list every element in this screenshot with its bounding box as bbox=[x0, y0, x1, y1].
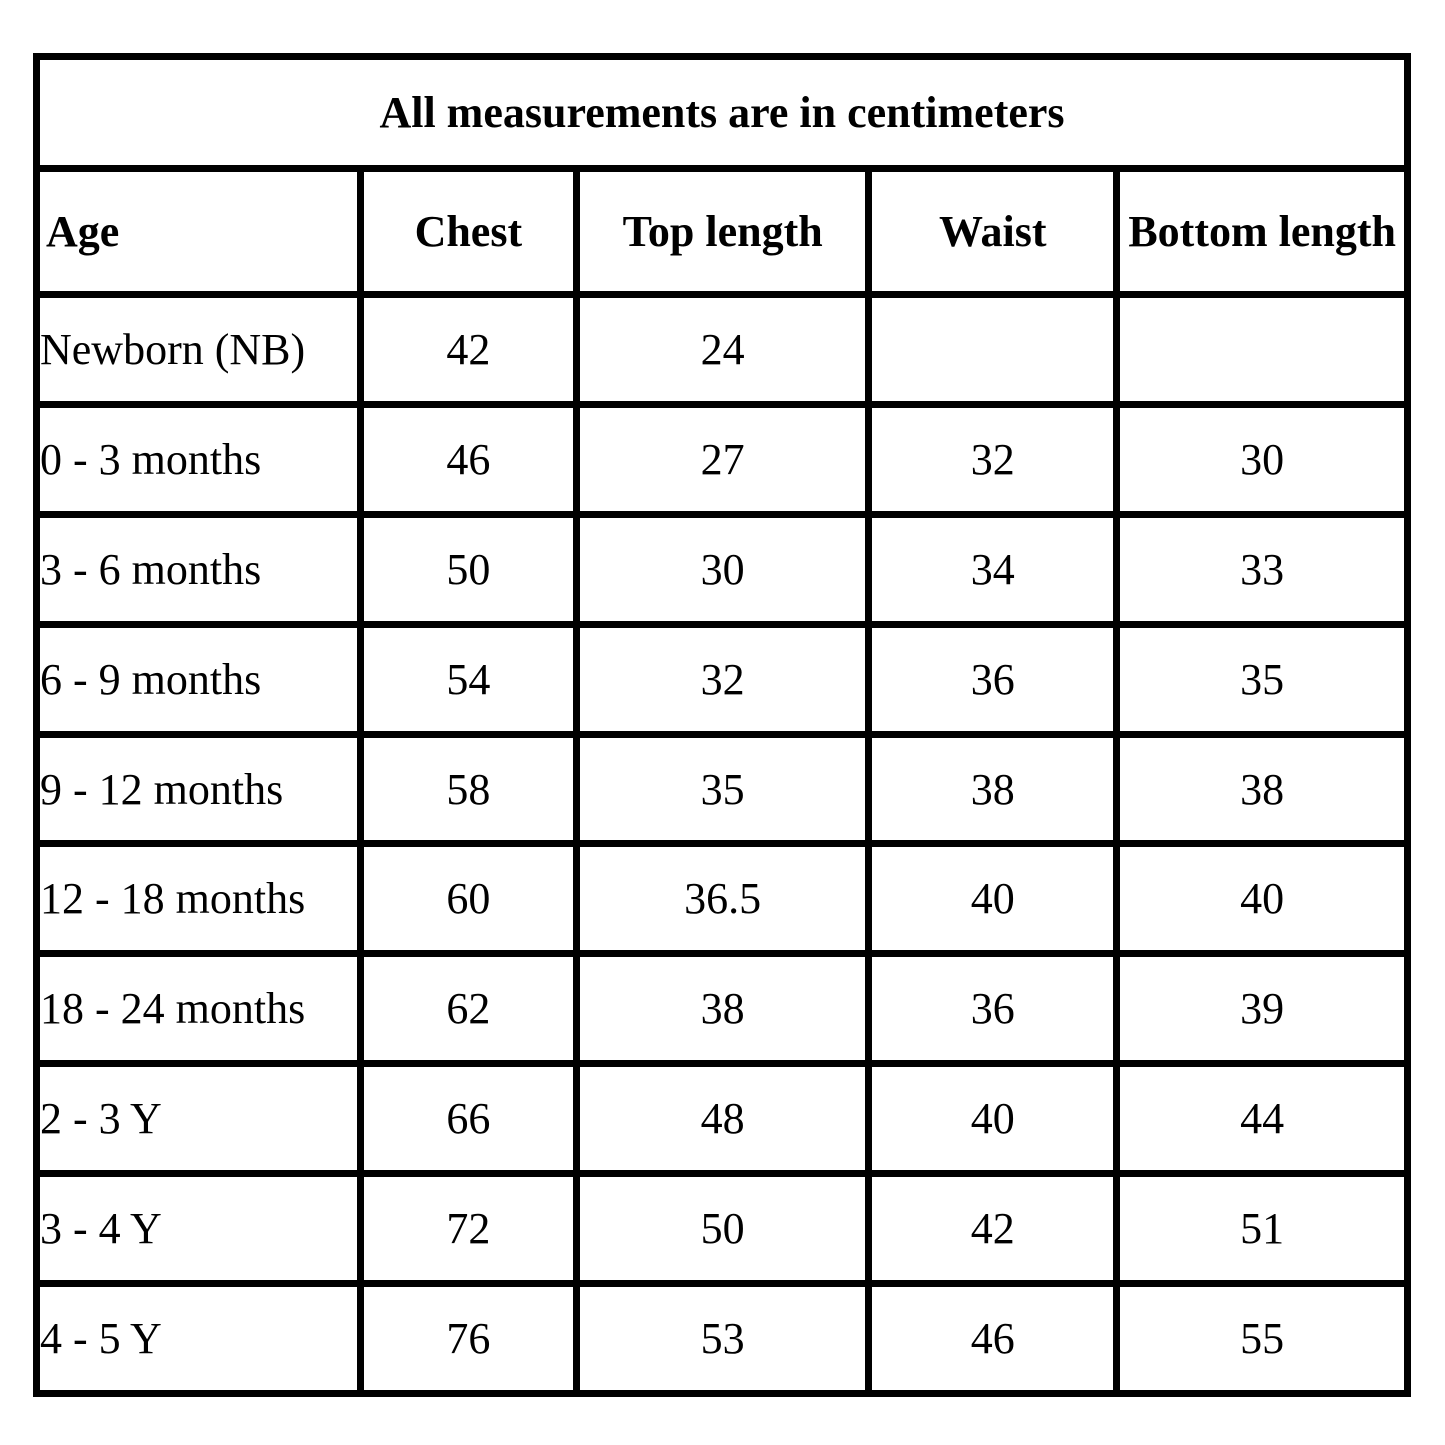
cell-top-length: 35 bbox=[573, 730, 873, 848]
cell-age: 3 - 4 Y bbox=[33, 1170, 364, 1288]
cell-top-length: 32 bbox=[573, 620, 873, 738]
cell-bottom-length: 30 bbox=[1113, 400, 1411, 518]
column-header-bottom-length: Bottom length bbox=[1113, 165, 1411, 298]
cell-waist: 38 bbox=[865, 730, 1121, 848]
table-row: 3 - 4 Y 72 50 42 51 bbox=[33, 1170, 1411, 1288]
cell-chest: 58 bbox=[356, 730, 581, 848]
table-title: All measurements are in centimeters bbox=[33, 53, 1411, 172]
cell-chest: 54 bbox=[356, 620, 581, 738]
cell-age: 2 - 3 Y bbox=[33, 1060, 364, 1178]
cell-top-length: 38 bbox=[573, 950, 873, 1068]
cell-age: 9 - 12 months bbox=[33, 730, 364, 848]
cell-bottom-length: 40 bbox=[1113, 840, 1411, 958]
column-header-age: Age bbox=[33, 165, 364, 298]
cell-age: 3 - 6 months bbox=[33, 510, 364, 628]
cell-chest: 42 bbox=[356, 291, 581, 408]
cell-top-length: 27 bbox=[573, 400, 873, 518]
cell-waist: 40 bbox=[865, 840, 1121, 958]
cell-chest: 62 bbox=[356, 950, 581, 1068]
cell-age: 6 - 9 months bbox=[33, 620, 364, 738]
cell-waist: 40 bbox=[865, 1060, 1121, 1178]
cell-age: Newborn (NB) bbox=[33, 291, 364, 408]
cell-top-length: 24 bbox=[573, 291, 873, 408]
table-row: Newborn (NB) 42 24 bbox=[33, 291, 1411, 408]
cell-top-length: 53 bbox=[573, 1280, 873, 1397]
cell-chest: 66 bbox=[356, 1060, 581, 1178]
cell-age: 18 - 24 months bbox=[33, 950, 364, 1068]
cell-top-length: 48 bbox=[573, 1060, 873, 1178]
cell-waist: 46 bbox=[865, 1280, 1121, 1397]
size-chart: All measurements are in centimeters Age … bbox=[33, 53, 1411, 1397]
cell-waist: 32 bbox=[865, 400, 1121, 518]
cell-bottom-length: 38 bbox=[1113, 730, 1411, 848]
cell-chest: 50 bbox=[356, 510, 581, 628]
cell-top-length: 30 bbox=[573, 510, 873, 628]
table-row: 9 - 12 months 58 35 38 38 bbox=[33, 730, 1411, 848]
cell-waist: 34 bbox=[865, 510, 1121, 628]
cell-bottom-length: 55 bbox=[1113, 1280, 1411, 1397]
table-row: 12 - 18 months 60 36.5 40 40 bbox=[33, 840, 1411, 958]
cell-chest: 72 bbox=[356, 1170, 581, 1288]
cell-waist: 36 bbox=[865, 950, 1121, 1068]
table-title-row: All measurements are in centimeters bbox=[33, 53, 1411, 172]
cell-waist: 36 bbox=[865, 620, 1121, 738]
cell-age: 4 - 5 Y bbox=[33, 1280, 364, 1397]
column-header-top-length: Top length bbox=[573, 165, 873, 298]
table-row: 3 - 6 months 50 30 34 33 bbox=[33, 510, 1411, 628]
cell-chest: 46 bbox=[356, 400, 581, 518]
cell-bottom-length: 39 bbox=[1113, 950, 1411, 1068]
table-row: 18 - 24 months 62 38 36 39 bbox=[33, 950, 1411, 1068]
cell-waist: 42 bbox=[865, 1170, 1121, 1288]
cell-waist bbox=[865, 291, 1121, 408]
table-header-row: Age Chest Top length Waist Bottom length bbox=[33, 165, 1411, 298]
cell-top-length: 36.5 bbox=[573, 840, 873, 958]
cell-bottom-length: 51 bbox=[1113, 1170, 1411, 1288]
table-row: 6 - 9 months 54 32 36 35 bbox=[33, 620, 1411, 738]
cell-age: 0 - 3 months bbox=[33, 400, 364, 518]
cell-chest: 60 bbox=[356, 840, 581, 958]
cell-chest: 76 bbox=[356, 1280, 581, 1397]
column-header-waist: Waist bbox=[865, 165, 1121, 298]
cell-bottom-length: 35 bbox=[1113, 620, 1411, 738]
size-chart-table: All measurements are in centimeters Age … bbox=[33, 53, 1411, 1397]
table-row: 0 - 3 months 46 27 32 30 bbox=[33, 400, 1411, 518]
table-row: 4 - 5 Y 76 53 46 55 bbox=[33, 1280, 1411, 1397]
cell-age: 12 - 18 months bbox=[33, 840, 364, 958]
table-row: 2 - 3 Y 66 48 40 44 bbox=[33, 1060, 1411, 1178]
cell-top-length: 50 bbox=[573, 1170, 873, 1288]
cell-bottom-length: 44 bbox=[1113, 1060, 1411, 1178]
cell-bottom-length bbox=[1113, 291, 1411, 408]
column-header-chest: Chest bbox=[356, 165, 581, 298]
cell-bottom-length: 33 bbox=[1113, 510, 1411, 628]
